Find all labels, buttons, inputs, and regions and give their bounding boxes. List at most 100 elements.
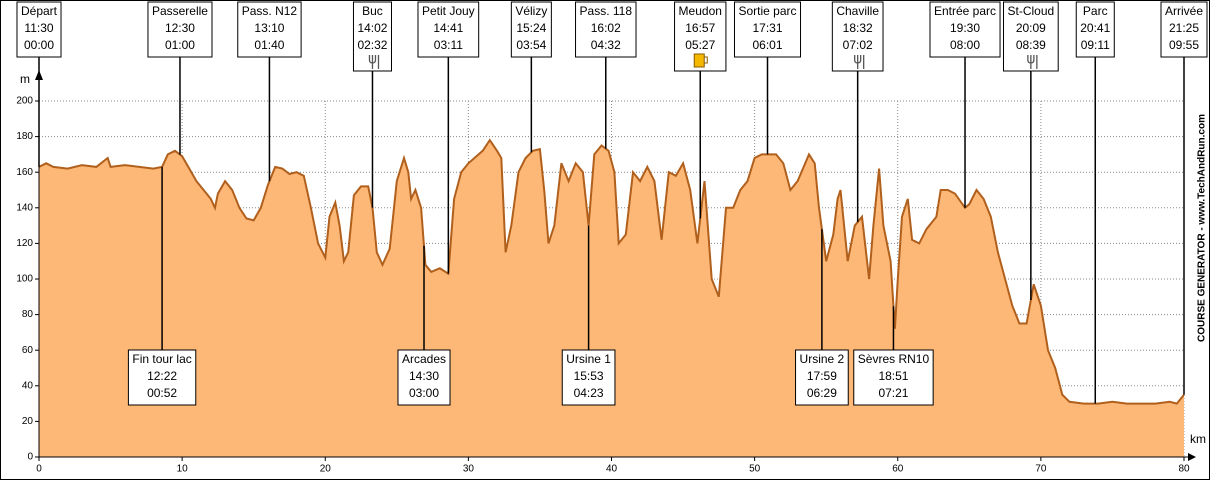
waypoint-elapsed: 02:32 [357, 38, 387, 52]
waypoint-elapsed: 05:27 [685, 38, 715, 52]
y-tick-label: 20 [22, 416, 34, 427]
waypoint-elapsed: 08:00 [950, 38, 980, 52]
waypoint-label: Départ [21, 4, 58, 18]
waypoint: Vélizy 15:24 03:54 [510, 1, 552, 153]
x-tick-label: 40 [606, 464, 618, 475]
waypoint: Fin tour lac 12:22 00:52 [127, 166, 197, 406]
x-tick-label: 60 [892, 464, 904, 475]
x-tick-label: 50 [749, 464, 761, 475]
waypoint-elapsed: 00:52 [147, 386, 177, 400]
watermark: COURSE GENERATOR - www.TechAndRun.com [1197, 114, 1208, 342]
waypoint-time: 20:41 [1080, 21, 1110, 35]
waypoint-elapsed: 08:39 [1016, 38, 1046, 52]
waypoint-elapsed: 09:11 [1081, 38, 1110, 52]
waypoint-box [417, 1, 480, 58]
fork-icon [368, 55, 380, 69]
fork-icon [854, 55, 865, 69]
waypoint-box [733, 1, 802, 58]
waypoint-label: Buc [362, 4, 383, 18]
x-tick-label: 10 [177, 464, 189, 475]
beer-handle [704, 56, 708, 64]
waypoint-box [16, 1, 62, 58]
waypoint-elapsed: 07:21 [878, 386, 908, 400]
waypoint-box [237, 1, 302, 58]
waypoint-label: Passerelle [152, 4, 208, 18]
waypoint: Chaville 18:32 07:02 [831, 1, 884, 223]
waypoint-label: Pass. N12 [242, 4, 298, 18]
waypoint-box [561, 349, 616, 406]
waypoint-elapsed: 03:54 [516, 38, 546, 52]
waypoint-elapsed: 04:23 [574, 386, 604, 400]
waypoint: Parc 20:41 09:11 [1075, 1, 1115, 404]
waypoint: Petit Jouy 14:41 03:11 [417, 1, 480, 274]
waypoint-label: Arcades [402, 352, 446, 366]
waypoint-time: 21:25 [1169, 21, 1199, 35]
y-tick-label: 200 [16, 96, 33, 107]
waypoint-box [853, 349, 934, 406]
waypoint-box [795, 349, 849, 406]
waypoint-time: 20:09 [1016, 21, 1046, 35]
y-tick-label: 120 [16, 238, 33, 249]
waypoint-label: Petit Jouy [422, 4, 475, 18]
waypoint-time: 14:41 [433, 21, 463, 35]
waypoint: St-Cloud 20:09 08:39 [1003, 1, 1059, 301]
waypoint-elapsed: 07:02 [843, 38, 873, 52]
y-tick-label: 180 [16, 131, 33, 142]
x-tick-label: 30 [463, 464, 475, 475]
waypoint: Pass. N12 13:10 01:40 [237, 1, 302, 182]
y-tick-label: 80 [22, 309, 34, 320]
y-tick-label: 40 [22, 380, 34, 391]
waypoint: Ursine 1 15:53 04:23 [561, 225, 616, 406]
waypoint-label: Meudon [679, 4, 722, 18]
waypoint-time: 16:02 [591, 21, 621, 35]
elevation-line [38, 138, 1185, 405]
waypoint-label: Ursine 1 [566, 352, 611, 366]
waypoint-elapsed: 01:40 [254, 38, 284, 52]
waypoint-label: Sortie parc [738, 4, 796, 18]
waypoint-label: Fin tour lac [132, 352, 191, 366]
y-tick-label: 60 [22, 345, 34, 356]
waypoint-box [127, 349, 197, 406]
waypoint-box [1160, 1, 1208, 58]
waypoint-label: Arrivée [1165, 4, 1203, 18]
waypoint: Ursine 2 17:59 06:29 [795, 229, 849, 406]
waypoint-label: Entrée parc [934, 4, 996, 18]
waypoint: Pass. 118 16:02 04:32 [575, 1, 637, 149]
waypoint-label: St-Cloud [1008, 4, 1055, 18]
fork-icon [1027, 55, 1038, 69]
waypoint-time: 15:53 [574, 369, 604, 383]
y-tick-label: 160 [16, 167, 33, 178]
waypoint-time: 16:57 [685, 21, 715, 35]
x-tick-label: 0 [36, 464, 42, 475]
waypoint: Arrivée 21:25 09:55 [1160, 1, 1208, 395]
waypoint-label: Parc [1083, 4, 1108, 18]
waypoint-time: 19:30 [950, 21, 980, 35]
waypoint-box [575, 1, 637, 58]
waypoint-elapsed: 06:01 [752, 38, 782, 52]
waypoint-time: 18:32 [843, 21, 873, 35]
waypoint: Arcades 14:30 03:00 [397, 245, 451, 406]
waypoint-box [1075, 1, 1115, 58]
waypoint: Entrée parc 19:30 08:00 [929, 1, 1001, 208]
waypoint-box [510, 1, 552, 58]
waypoint-elapsed: 01:00 [165, 38, 195, 52]
waypoint-time: 14:02 [357, 21, 387, 35]
waypoint-elapsed: 04:32 [591, 38, 621, 52]
waypoint-elapsed: 03:00 [409, 386, 439, 400]
x-axis-label: km [1190, 432, 1206, 446]
waypoint: Passerelle 12:30 01:00 [147, 1, 213, 155]
waypoint-label: Ursine 2 [800, 352, 845, 366]
beer-icon [693, 53, 705, 68]
waypoint-box [147, 1, 213, 58]
waypoint: Départ 11:30 00:00 [16, 1, 62, 167]
waypoint-label: Pass. 118 [580, 4, 633, 18]
waypoint-box [397, 349, 451, 406]
waypoint-box [929, 1, 1001, 58]
waypoint-elapsed: 06:29 [807, 386, 837, 400]
waypoint-time: 17:59 [807, 369, 837, 383]
waypoint-time: 15:24 [516, 21, 546, 35]
x-tick-label: 80 [1178, 464, 1190, 475]
waypoint-elapsed: 09:55 [1169, 38, 1199, 52]
waypoint-time: 12:30 [165, 21, 195, 35]
